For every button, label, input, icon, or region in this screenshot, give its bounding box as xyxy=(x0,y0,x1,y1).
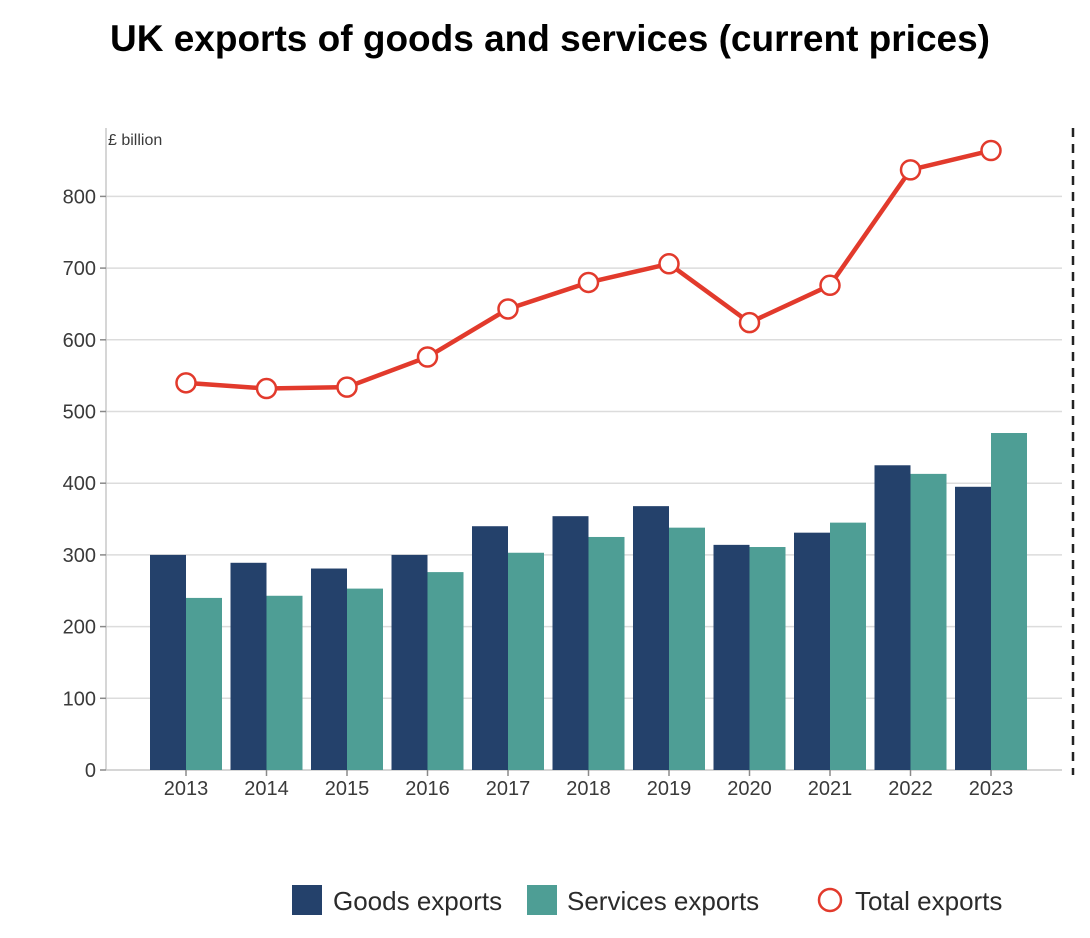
x-tick-label-2014: 2014 xyxy=(244,778,289,800)
bar-goods-2014 xyxy=(230,562,267,770)
x-tick-label-2016: 2016 xyxy=(405,778,450,800)
y-tick-label-400: 400 xyxy=(63,473,96,495)
point-total-2018 xyxy=(577,271,600,294)
x-tick-label-2018: 2018 xyxy=(566,778,611,800)
x-tick-label-2021: 2021 xyxy=(808,778,853,800)
y-axis-unit-label: £ billion xyxy=(108,132,162,149)
legend-label-total: Total exports xyxy=(855,886,1002,916)
point-total-2016 xyxy=(416,346,439,368)
bar-services-2015 xyxy=(347,588,383,770)
x-tick-label-2017: 2017 xyxy=(486,778,531,800)
bar-services-2013 xyxy=(186,597,222,770)
y-tick-label-0: 0 xyxy=(85,760,96,782)
bar-goods-2022 xyxy=(874,465,911,770)
y-tick-labels: 0 100 200 300 400 500 600 700 800 xyxy=(63,186,106,782)
y-tick-label-100: 100 xyxy=(63,688,96,710)
bar-services-2020 xyxy=(749,547,786,770)
bar-goods-2016 xyxy=(391,554,428,770)
x-tick-label-2020: 2020 xyxy=(727,778,772,800)
bar-goods-2023 xyxy=(955,486,991,770)
point-total-2019 xyxy=(658,253,680,275)
y-tick-label-300: 300 xyxy=(63,545,96,567)
point-total-2013 xyxy=(175,372,197,394)
total-exports-line xyxy=(175,139,1002,400)
chart-title: UK exports of goods and services (curren… xyxy=(109,18,990,59)
bar-services-2019 xyxy=(669,527,705,770)
point-total-2020 xyxy=(738,311,761,334)
legend: Goods exports Services exports Total exp… xyxy=(292,885,1002,916)
point-total-2021 xyxy=(819,274,841,297)
bar-services-2021 xyxy=(830,522,866,770)
bar-goods-2013 xyxy=(150,554,186,770)
point-total-2022 xyxy=(899,159,922,181)
x-tick-label-2023: 2023 xyxy=(969,778,1014,800)
bar-goods-2020 xyxy=(713,544,750,770)
legend-label-goods: Goods exports xyxy=(333,886,502,916)
bar-services-2018 xyxy=(588,536,625,770)
bar-services-2023 xyxy=(991,433,1027,770)
legend-swatch-goods xyxy=(292,885,322,915)
bar-services-2016 xyxy=(427,572,464,770)
point-total-2015 xyxy=(336,376,358,398)
bar-goods-2017 xyxy=(472,526,508,770)
x-tick-label-2019: 2019 xyxy=(647,778,692,800)
total-exports-polyline xyxy=(185,148,992,391)
x-tick-label-2013: 2013 xyxy=(164,778,209,800)
bar-goods-2021 xyxy=(794,532,830,770)
y-tick-label-700: 700 xyxy=(63,258,96,280)
y-tick-label-500: 500 xyxy=(63,402,96,424)
bars xyxy=(150,433,1027,770)
legend-label-services: Services exports xyxy=(567,886,759,916)
point-total-2023 xyxy=(980,139,1002,162)
bar-services-2017 xyxy=(508,552,544,770)
y-tick-label-800: 800 xyxy=(63,186,96,208)
y-tick-label-600: 600 xyxy=(63,330,96,352)
y-tick-label-200: 200 xyxy=(63,617,96,639)
bar-goods-2019 xyxy=(633,506,669,770)
bar-goods-2018 xyxy=(552,516,589,770)
bar-goods-2015 xyxy=(311,568,347,770)
bar-services-2022 xyxy=(910,473,947,770)
point-total-2014 xyxy=(255,377,278,400)
legend-marker-total xyxy=(817,887,843,913)
x-tick-labels: 2013 2014 2015 2016 2017 2018 2019 2020 2021 2022… xyxy=(164,770,1014,800)
bar-services-2014 xyxy=(266,595,303,770)
point-total-2017 xyxy=(497,298,519,320)
x-tick-label-2015: 2015 xyxy=(325,778,370,800)
legend-swatch-services xyxy=(527,885,557,915)
x-tick-label-2022: 2022 xyxy=(888,778,933,800)
